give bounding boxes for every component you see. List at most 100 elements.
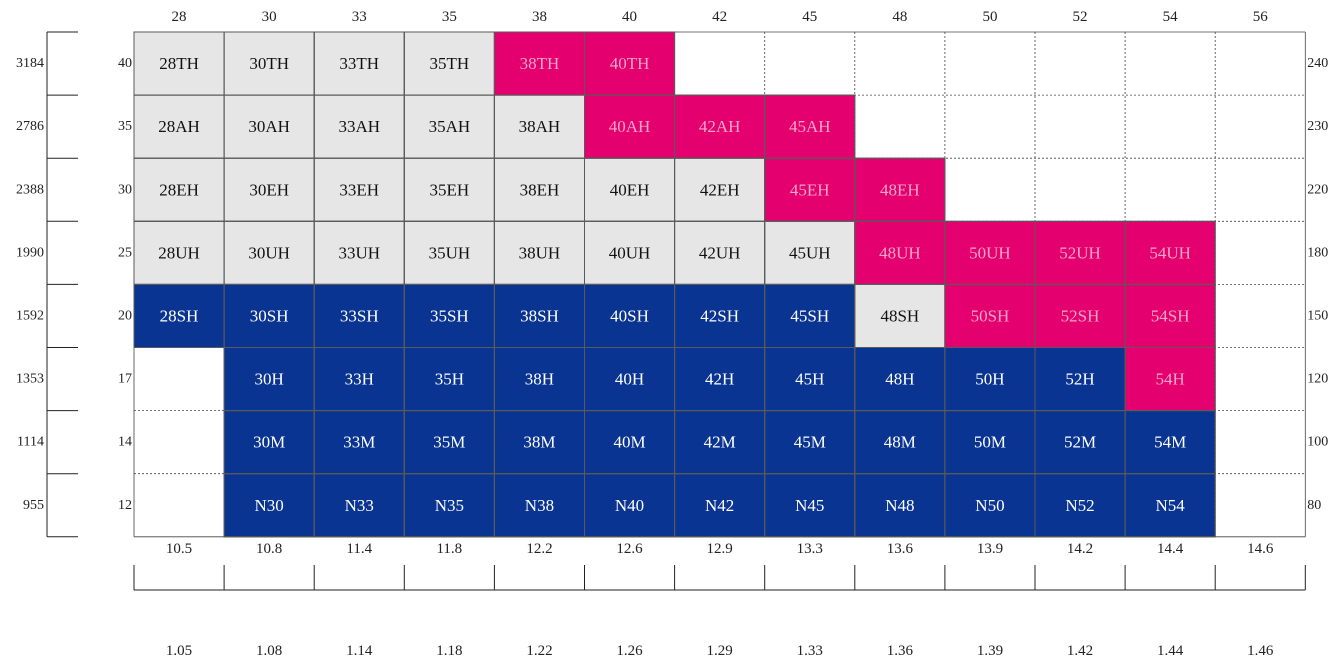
top-tick-label: 50 <box>982 9 997 25</box>
grid-cell <box>403 94 495 159</box>
grid-cell <box>764 473 856 538</box>
grid-cell-border <box>1124 473 1216 538</box>
grid-cell-label: N38 <box>525 496 554 515</box>
grid-cell-label: 48SH <box>880 306 919 325</box>
grid-cell <box>764 347 856 412</box>
grid-cell-label: 30H <box>255 370 284 389</box>
grid-lines <box>133 31 1306 538</box>
grid-cell-label: 42H <box>705 370 734 389</box>
grid-cell-label: 30EH <box>249 180 289 199</box>
grid-cell <box>584 220 676 285</box>
grid-cell-label: 50SH <box>971 306 1010 325</box>
top-tick-label: 48 <box>892 9 907 25</box>
top-tick-label: 38 <box>532 9 547 25</box>
grid-cell-label: 48M <box>884 433 916 452</box>
grid-cell <box>584 94 676 159</box>
grid-cell-label: 40TH <box>610 54 650 73</box>
bottom-label-2: 1.42 <box>1067 643 1093 659</box>
bottom-label-1: 11.4 <box>346 541 372 557</box>
bottom-label-2: 1.05 <box>166 643 192 659</box>
right-label: 220 <box>1307 182 1328 197</box>
grid-cell <box>223 220 315 285</box>
grid-cell-label: 48H <box>885 370 914 389</box>
grid-cell-label: 33TH <box>339 54 379 73</box>
left-inner-label: 17 <box>118 372 132 387</box>
grid-cell-label: 42M <box>704 433 736 452</box>
grid-cell-label: 35SH <box>430 306 469 325</box>
right-label: 120 <box>1307 372 1328 387</box>
grid-cell <box>854 410 946 475</box>
grid-cell-label: 54H <box>1156 370 1185 389</box>
grid-cell-label: 33AH <box>338 117 380 136</box>
right-label: 80 <box>1307 498 1321 513</box>
top-tick-label: 54 <box>1163 9 1179 25</box>
bottom-label-2: 1.14 <box>346 643 373 659</box>
grid-cell <box>1034 283 1126 348</box>
grid-cell <box>1124 283 1216 348</box>
grid-cell <box>493 220 585 285</box>
grid-cell <box>1124 410 1216 475</box>
left-outer-label: 1353 <box>16 372 44 387</box>
top-tick-label: 33 <box>352 9 367 25</box>
left-inner-label: 12 <box>118 498 132 513</box>
grid-cell-label: 30SH <box>250 306 289 325</box>
left-inner-label: 25 <box>118 245 132 260</box>
grid-cell-label: N54 <box>1156 496 1186 515</box>
grid-cell-label: 45UH <box>789 243 831 262</box>
left-outer-label: 2786 <box>16 119 44 134</box>
grid-cell-label: N48 <box>885 496 914 515</box>
bottom-label-1: 12.9 <box>707 541 733 557</box>
grid-cell <box>223 31 315 96</box>
grid-cell-label: 54M <box>1154 433 1186 452</box>
grid-cell <box>944 410 1036 475</box>
grid-cell-label: N30 <box>255 496 284 515</box>
grid-cell-label: 38EH <box>520 180 560 199</box>
bottom-label-1: 14.4 <box>1157 541 1184 557</box>
top-tick-label: 42 <box>712 9 727 25</box>
grid-cell <box>674 473 766 538</box>
bottom-label-2: 1.44 <box>1157 643 1184 659</box>
left-outer-label: 955 <box>23 498 44 513</box>
grid-cell-label: 40AH <box>609 117 651 136</box>
grid-cell <box>493 283 585 348</box>
left-inner-label: 14 <box>118 435 132 450</box>
grid-cell <box>674 94 766 159</box>
grid-cell <box>584 31 676 96</box>
bottom-label-1: 11.8 <box>436 541 462 557</box>
grid-cell-label: 33H <box>345 370 374 389</box>
grid-cell-label: 45AH <box>789 117 831 136</box>
bottom-label-1: 13.9 <box>977 541 1003 557</box>
grid-cell-label: N35 <box>435 496 464 515</box>
grid-cell-label: 35UH <box>429 243 471 262</box>
bottom-label-1: 14.6 <box>1247 541 1274 557</box>
grid-cell-label: 40EH <box>610 180 650 199</box>
grid-cell-label: 28EH <box>159 180 199 199</box>
grid-cell <box>584 473 676 538</box>
bottom-label-1: 13.6 <box>887 541 914 557</box>
grid-cell <box>223 410 315 475</box>
grid-cell-label: 28TH <box>159 54 199 73</box>
left-inner-label: 30 <box>118 182 132 197</box>
grid-cell-label: 42UH <box>699 243 741 262</box>
grid-cell-label: N52 <box>1065 496 1094 515</box>
grid-cell <box>674 283 766 348</box>
grid-cell <box>854 157 946 222</box>
grid-cell <box>403 347 495 412</box>
grid-cell <box>313 347 405 412</box>
grid-cell-label: 30TH <box>249 54 289 73</box>
grid-cell <box>854 473 946 538</box>
grid-cell-label: 33EH <box>339 180 379 199</box>
bottom-label-1: 14.2 <box>1067 541 1093 557</box>
right-label: 180 <box>1307 245 1328 260</box>
grid-cell-label: 33UH <box>338 243 380 262</box>
left-inner-label: 20 <box>118 308 132 323</box>
grid-cell-label: N45 <box>795 496 824 515</box>
top-tick-label: 30 <box>262 9 277 25</box>
grid-cell-label: 40M <box>613 433 645 452</box>
grid-cell <box>854 347 946 412</box>
grid-cell-label: 45SH <box>790 306 829 325</box>
left-outer-label: 3184 <box>16 56 44 71</box>
grid-cell-label: 48EH <box>880 180 920 199</box>
grid-cell-label: 50M <box>974 433 1006 452</box>
